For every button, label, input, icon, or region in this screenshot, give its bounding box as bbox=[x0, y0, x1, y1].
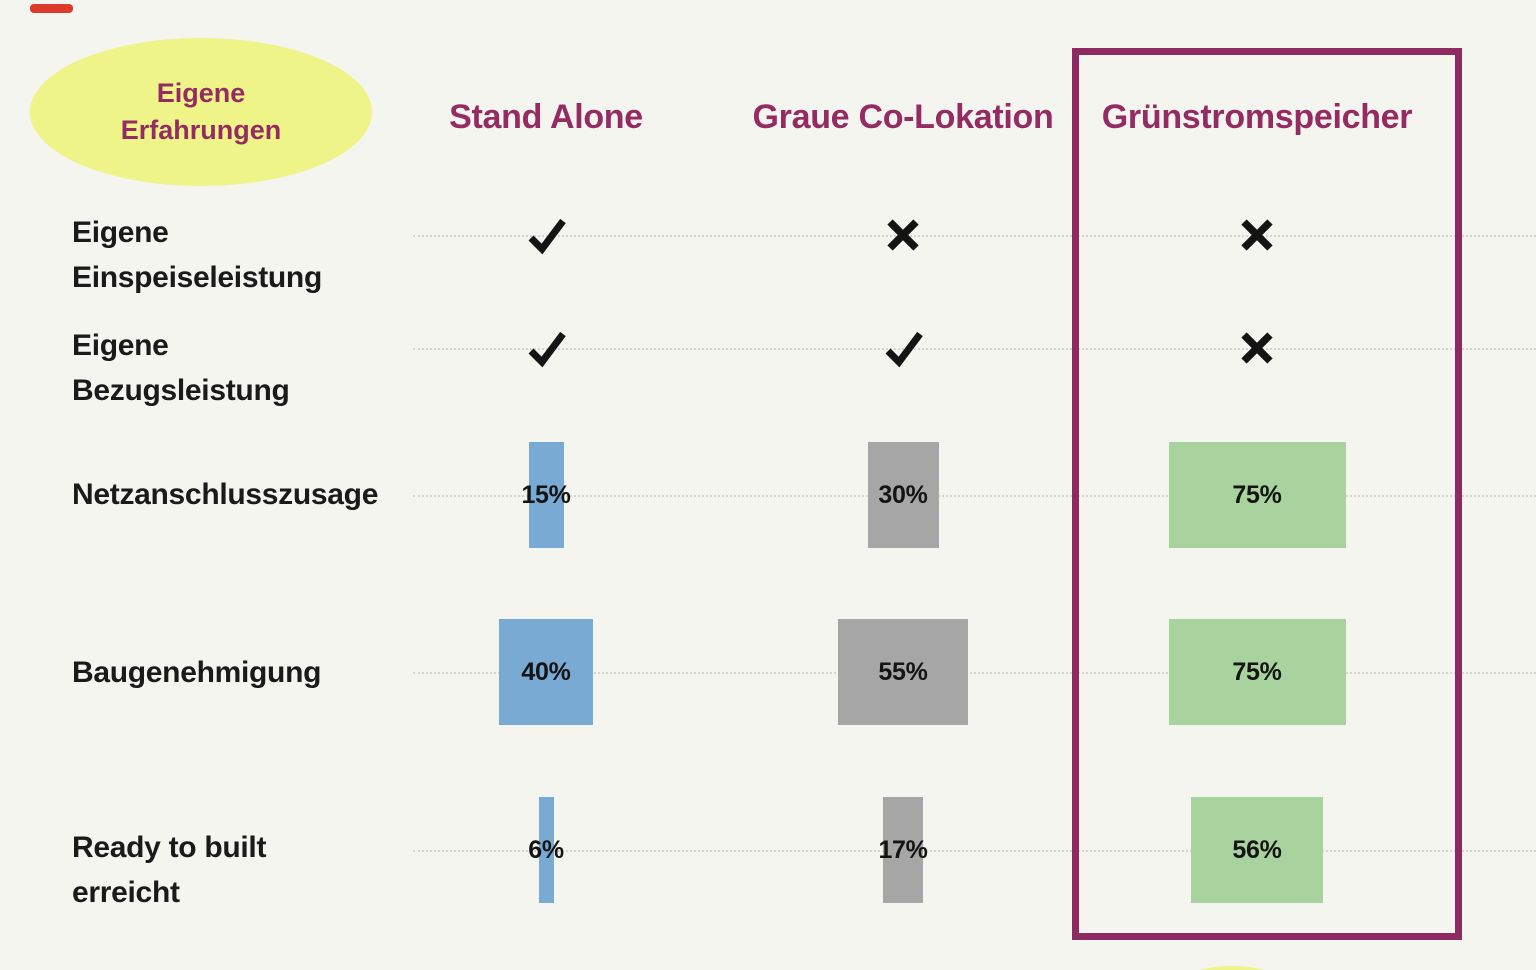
title-badge-line2: Erfahrungen bbox=[120, 115, 282, 145]
gridline-row-4 bbox=[413, 672, 1536, 674]
bar-baugenehmigung-graue-co-lokation: 55% bbox=[838, 619, 968, 725]
check-icon bbox=[522, 324, 570, 372]
row-label-eigene-bezugsleistung: Eigene Bezugsleistung bbox=[72, 323, 290, 413]
bar-value-label: 15% bbox=[521, 480, 571, 509]
bar-ready-to-built-graue-co-lokation: 17% bbox=[878, 797, 928, 903]
bar-value-label: 75% bbox=[1232, 480, 1282, 509]
title-badge: Eigene Erfahrungen bbox=[30, 38, 372, 186]
gridline-row-5 bbox=[413, 850, 1536, 852]
bar-ready-to-built-gruenstromspeicher: 56% bbox=[1191, 797, 1323, 903]
bar-value-label: 17% bbox=[878, 835, 928, 864]
check-icon bbox=[522, 211, 570, 259]
bar-netzanschlusszusage-gruenstromspeicher: 75% bbox=[1168, 442, 1346, 548]
column-header-stand-alone: Stand Alone bbox=[449, 98, 643, 136]
row-label-line: Einspeiseleistung bbox=[72, 261, 322, 294]
logo-dash bbox=[30, 4, 73, 13]
bar-value-label: 56% bbox=[1232, 835, 1282, 864]
gridline-row-2 bbox=[413, 348, 1536, 350]
column-header-graue-co-lokation: Graue Co-Lokation bbox=[752, 98, 1054, 136]
bar-ready-to-built-stand-alone: 6% bbox=[528, 797, 564, 903]
cross-icon bbox=[1233, 324, 1281, 372]
bar-value-label: 6% bbox=[528, 835, 564, 864]
title-badge-line1: Eigene bbox=[156, 78, 246, 108]
row-label-line: Netzanschlusszusage bbox=[72, 478, 379, 511]
cross-icon bbox=[879, 211, 927, 259]
row-label-line: Ready to built bbox=[72, 831, 267, 864]
bar-value-label: 55% bbox=[878, 657, 928, 686]
decorative-ellipse bbox=[1172, 966, 1292, 970]
column-header-gruenstromspeicher: Grünstromspeicher bbox=[1101, 98, 1413, 136]
row-label-line: erreicht bbox=[72, 876, 180, 909]
gridline-row-1 bbox=[413, 235, 1536, 237]
bar-baugenehmigung-gruenstromspeicher: 75% bbox=[1168, 619, 1346, 725]
bar-netzanschlusszusage-stand-alone: 15% bbox=[521, 442, 571, 548]
gridline-row-3 bbox=[413, 495, 1536, 497]
row-label-baugenehmigung: Baugenehmigung bbox=[72, 650, 321, 695]
row-label-netzanschlusszusage: Netzanschlusszusage bbox=[72, 472, 378, 517]
bar-value-label: 75% bbox=[1232, 657, 1282, 686]
row-label-line: Bezugsleistung bbox=[72, 374, 290, 407]
row-label-eigene-einspeiseleistung: Eigene Einspeiseleistung bbox=[72, 210, 322, 300]
bar-value-label: 40% bbox=[521, 657, 571, 686]
row-label-line: Baugenehmigung bbox=[72, 656, 322, 689]
bar-value-label: 30% bbox=[878, 480, 928, 509]
bar-netzanschlusszusage-graue-co-lokation: 30% bbox=[867, 442, 939, 548]
cross-icon bbox=[1233, 211, 1281, 259]
row-label-ready-to-built: Ready to built erreicht bbox=[72, 825, 266, 915]
row-label-line: Eigene bbox=[72, 216, 169, 249]
bar-baugenehmigung-stand-alone: 40% bbox=[499, 619, 593, 725]
check-icon bbox=[879, 324, 927, 372]
row-label-line: Eigene bbox=[72, 329, 169, 362]
